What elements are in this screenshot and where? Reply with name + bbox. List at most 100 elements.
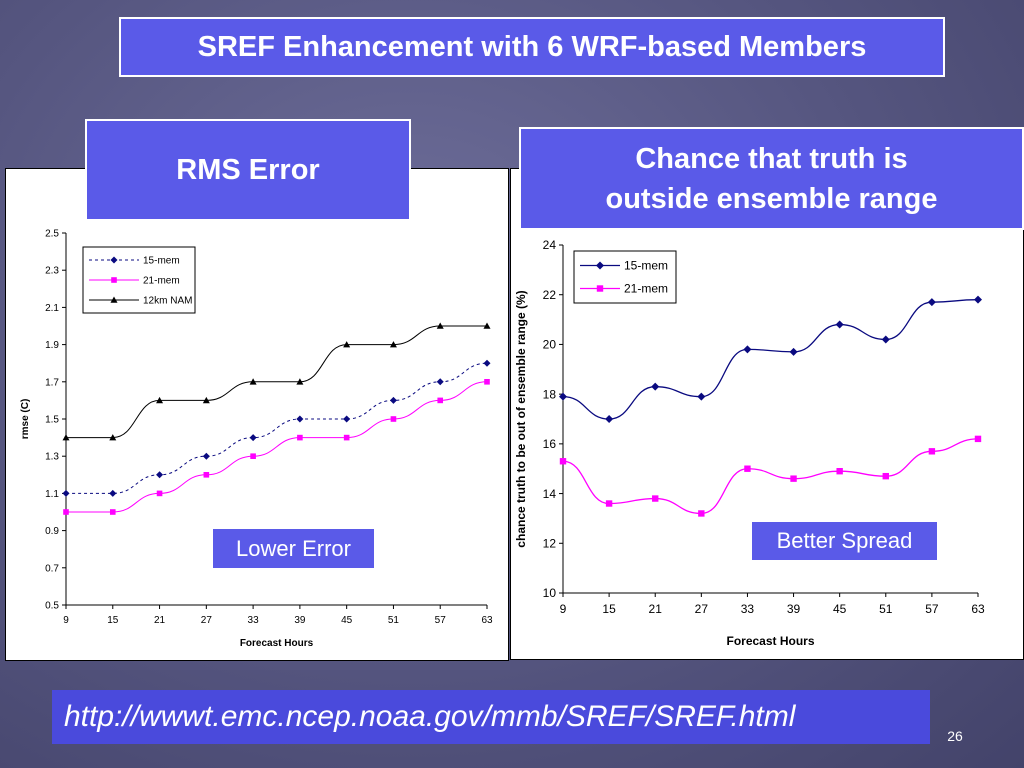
chance-series-line-21-mem [562, 438, 979, 515]
chance-x-tick-label: 51 [879, 602, 893, 616]
rms-point-12km-nam [389, 341, 397, 348]
chance-legend-label-15-mem: 15-mem [624, 259, 668, 273]
chance-point-15-mem [697, 392, 706, 401]
chance-series-line-15-mem [562, 299, 979, 420]
chance-x-tick-label: 45 [833, 602, 847, 616]
chance-point-21-mem [744, 465, 751, 472]
rms-point-15-mem [202, 452, 210, 460]
rms-point-21-mem [390, 416, 397, 422]
chance-point-15-mem [559, 392, 567, 401]
chance-legend-marker-21-mem [596, 285, 604, 292]
chance-point-15-mem [651, 382, 660, 391]
rms-y-tick-label: 1.3 [45, 452, 59, 463]
rms-x-tick-label: 45 [341, 615, 353, 626]
rms-point-12km-nam [109, 434, 117, 441]
rms-point-12km-nam [156, 396, 164, 404]
slide-title: SREF Enhancement with 6 WRF-based Member… [119, 17, 945, 77]
chance-outside-range-heading: Chance that truth is outside ensemble ra… [519, 127, 1024, 230]
rms-point-12km-nam [436, 322, 444, 329]
rms-y-tick-label: 0.5 [45, 601, 59, 612]
rms-point-12km-nam [62, 434, 70, 441]
chance-point-21-mem [974, 435, 982, 443]
rms-y-axis-label: rmse (C) [20, 399, 31, 440]
chance-y-tick-label: 24 [543, 238, 557, 252]
rms-x-tick-label: 21 [154, 615, 166, 626]
rms-x-tick-label: 9 [63, 615, 69, 626]
rms-point-21-mem [437, 397, 444, 404]
chance-heading-line1: Chance that truth is [635, 142, 908, 175]
rms-series-line-21-mem [66, 381, 488, 513]
chance-point-21-mem [836, 468, 843, 475]
rms-point-12km-nam [343, 341, 351, 348]
chance-x-tick-label: 57 [925, 602, 939, 616]
ensemble-range-chart-svg: 10 12 14 16 18 20 22 24 9 15 21 27 33 39 45 51 57 63 Forec… [514, 238, 985, 648]
chance-point-21-mem [559, 458, 567, 465]
rms-point-15-mem [343, 415, 351, 423]
rms-point-12km-nam [202, 396, 210, 404]
chance-point-15-mem [835, 320, 844, 329]
rms-legend-marker-15-mem [110, 256, 118, 264]
lower-error-callout: Lower Error [211, 527, 376, 570]
rms-x-axis-label: Forecast Hours [240, 638, 314, 649]
rms-legend-label-15-mem: 15-mem [143, 256, 180, 267]
rms-point-15-mem [389, 396, 397, 404]
chance-y-axis-label: chance truth to be out of ensemble range… [514, 290, 528, 547]
chance-point-15-mem [927, 298, 936, 307]
source-url-text[interactable]: http://wwwt.emc.ncep.noaa.gov/mmb/SREF/S… [64, 700, 796, 733]
chance-y-tick-label: 20 [543, 338, 557, 352]
rms-series-line-15-mem [66, 362, 488, 494]
chance-point-21-mem [605, 500, 613, 507]
rms-y-tick-label: 1.5 [45, 415, 59, 426]
rms-legend-label-21-mem: 21-mem [143, 276, 180, 287]
chance-x-tick-label: 33 [741, 602, 755, 616]
better-spread-callout: Better Spread [750, 520, 939, 562]
rms-point-15-mem [436, 378, 444, 386]
rms-point-21-mem [63, 509, 69, 515]
chance-point-21-mem [882, 472, 889, 480]
rms-point-12km-nam [483, 322, 491, 329]
chance-point-15-mem [789, 347, 798, 356]
rms-point-15-mem [483, 359, 491, 367]
rms-x-tick-label: 57 [435, 615, 447, 626]
rms-y-tick-label: 0.9 [45, 526, 59, 537]
chance-point-15-mem [974, 295, 982, 304]
rms-y-tick-label: 1.1 [45, 489, 59, 500]
rms-x-tick-label: 51 [388, 615, 400, 626]
page-number: 26 [947, 728, 963, 744]
chance-point-21-mem [790, 475, 797, 482]
chance-point-21-mem [652, 495, 659, 502]
chance-point-15-mem [881, 335, 890, 344]
chance-x-tick-label: 9 [560, 602, 567, 616]
rms-legend-marker-21-mem [111, 277, 117, 283]
rms-point-21-mem [484, 379, 490, 385]
chance-y-tick-label: 16 [543, 437, 557, 451]
rms-point-21-mem [343, 434, 350, 441]
chance-x-tick-label: 15 [602, 602, 616, 616]
rms-y-tick-label: 1.9 [45, 340, 59, 351]
rms-x-tick-label: 33 [248, 615, 260, 626]
rms-point-21-mem [250, 453, 256, 459]
chance-legend [573, 250, 677, 304]
rms-x-tick-label: 27 [201, 615, 213, 626]
chance-y-tick-label: 18 [543, 387, 557, 401]
rms-point-12km-nam [249, 378, 257, 385]
rms-legend-label-12km-nam: 12km NAM [143, 296, 192, 307]
rms-y-tick-label: 1.7 [45, 377, 59, 388]
rms-point-21-mem [297, 434, 303, 441]
chance-y-tick-label: 14 [543, 487, 557, 501]
rms-error-chart: 0.5 0.7 0.9 1.1 1.3 1.5 1.7 1.9 2.1 2.3 2.5 9 15 21 27… [5, 168, 509, 661]
ensemble-range-chart: 10 12 14 16 18 20 22 24 9 15 21 27 33 39 45 51 57 63 Forec… [510, 168, 1024, 660]
rms-point-15-mem [249, 434, 257, 442]
chance-x-tick-label: 63 [971, 602, 985, 616]
chance-point-21-mem [928, 448, 936, 455]
rms-point-15-mem [62, 489, 70, 497]
rms-point-21-mem [109, 509, 116, 515]
rms-series-line-12km-nam [66, 325, 487, 439]
rms-x-tick-label: 15 [107, 615, 119, 626]
rms-point-15-mem [109, 489, 117, 497]
chance-legend-marker-15-mem [596, 261, 604, 270]
chance-y-tick-label: 22 [543, 288, 557, 302]
chance-x-tick-label: 27 [695, 602, 709, 616]
rms-y-tick-label: 2.5 [45, 229, 59, 240]
source-url-link[interactable]: http://wwwt.emc.ncep.noaa.gov/mmb/SREF/S… [52, 690, 930, 744]
